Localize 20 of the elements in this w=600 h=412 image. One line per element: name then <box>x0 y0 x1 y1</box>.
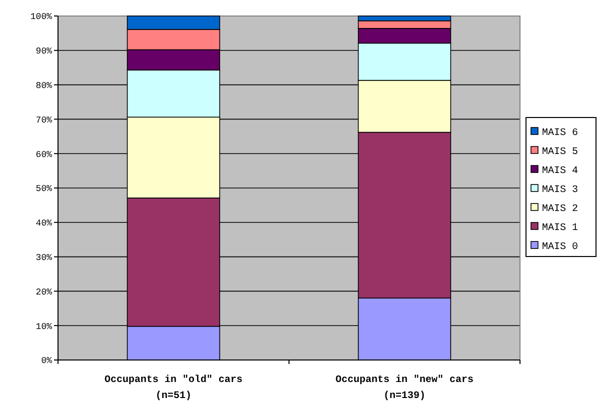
y-tick-label: 80% <box>36 80 53 91</box>
y-tick-label: 100% <box>30 12 53 22</box>
legend-label: MAIS 4 <box>542 166 578 177</box>
y-tick-label: 50% <box>36 184 53 194</box>
x-tick-label: Occupants in "old" cars (n=51) <box>104 374 243 402</box>
y-tick-label: 40% <box>36 218 53 229</box>
y-tick-label: 60% <box>36 150 53 160</box>
y-tick-label: 30% <box>36 252 53 263</box>
y-tick-label: 20% <box>36 287 53 298</box>
y-tick-label: 70% <box>36 115 53 126</box>
y-tick-label: 0% <box>41 356 53 366</box>
x-tick-label: Occupants in "new" cars (n=139) <box>335 374 474 402</box>
y-tick-label: 90% <box>36 46 53 57</box>
legend-label: MAIS 0 <box>542 242 578 253</box>
legend-label: MAIS 3 <box>542 185 578 196</box>
legend-label: MAIS 1 <box>542 223 578 234</box>
y-tick-label: 10% <box>36 322 53 332</box>
legend-label: MAIS 6 <box>542 128 578 139</box>
legend-label: MAIS 5 <box>542 147 578 158</box>
legend-label: MAIS 2 <box>542 204 578 215</box>
